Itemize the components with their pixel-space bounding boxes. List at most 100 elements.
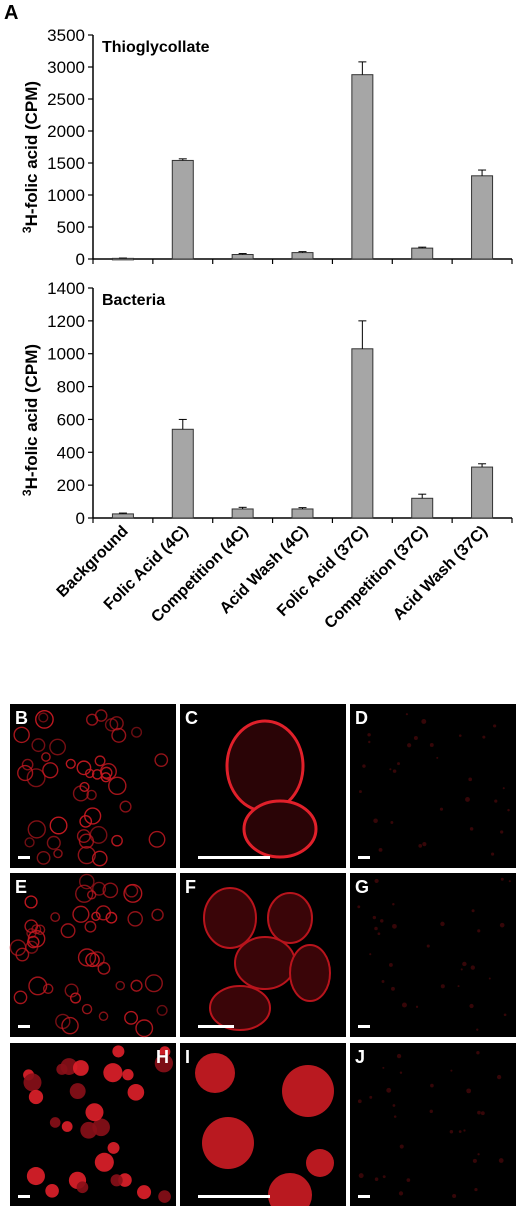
cell bbox=[89, 951, 105, 967]
cell bbox=[72, 785, 89, 802]
category-label: Competition (37C) bbox=[322, 523, 431, 632]
speck bbox=[436, 756, 439, 759]
cell bbox=[98, 1011, 109, 1022]
speck bbox=[418, 844, 423, 848]
cell bbox=[61, 1121, 73, 1132]
y-tick-label: 1400 bbox=[47, 279, 85, 298]
cell bbox=[27, 820, 46, 839]
y-tick-label: 1500 bbox=[47, 154, 85, 173]
cell bbox=[85, 1103, 104, 1122]
micrograph-background bbox=[350, 873, 516, 1037]
cell bbox=[76, 1181, 89, 1194]
speck bbox=[458, 1130, 462, 1133]
speck bbox=[374, 926, 378, 931]
y-axis-label-superscript: 3 bbox=[20, 226, 34, 233]
speck bbox=[388, 963, 393, 967]
panel-letter: C bbox=[185, 708, 198, 728]
speck bbox=[499, 922, 505, 928]
cell bbox=[282, 1065, 334, 1117]
cell bbox=[21, 758, 34, 771]
speck bbox=[389, 768, 392, 771]
cell bbox=[110, 1174, 123, 1187]
speck bbox=[401, 1002, 407, 1008]
cell bbox=[81, 1003, 93, 1015]
speck bbox=[426, 944, 430, 948]
bar bbox=[471, 175, 494, 260]
speck bbox=[373, 818, 378, 824]
cell bbox=[72, 905, 90, 923]
panel-letter: E bbox=[15, 877, 27, 897]
micrograph-panel-j: J bbox=[350, 1043, 516, 1206]
y-tick-label: 400 bbox=[57, 443, 85, 462]
micrograph-panel-h: H bbox=[10, 1043, 176, 1206]
speck bbox=[476, 1028, 479, 1031]
cell bbox=[91, 769, 103, 780]
cell bbox=[84, 807, 102, 825]
cell bbox=[111, 727, 127, 743]
cell bbox=[111, 834, 123, 847]
cell bbox=[97, 961, 111, 975]
y-axis-label-top: 3H-folic acid (CPM) bbox=[20, 81, 41, 233]
bar bbox=[411, 247, 434, 260]
bacteria-chart: 0 200 400 600 800 1000 1200 1400 Bacteria bbox=[47, 279, 513, 528]
scale-bar bbox=[198, 856, 270, 859]
cell bbox=[94, 755, 106, 767]
cell bbox=[135, 1019, 154, 1038]
cell bbox=[92, 881, 107, 896]
cell bbox=[195, 1053, 235, 1093]
cell bbox=[24, 837, 35, 848]
cell bbox=[49, 1117, 61, 1128]
micrograph-background bbox=[350, 1043, 516, 1206]
y-tick-label: 2000 bbox=[47, 122, 85, 141]
speck bbox=[374, 878, 379, 884]
cell bbox=[77, 845, 96, 865]
speck bbox=[458, 734, 462, 737]
cell bbox=[127, 1083, 145, 1101]
cell bbox=[45, 1184, 59, 1198]
cell bbox=[84, 920, 97, 933]
cell bbox=[151, 908, 164, 922]
bar bbox=[111, 513, 134, 519]
cell bbox=[144, 974, 163, 993]
micrograph-panel-e: E bbox=[9, 873, 176, 1038]
speck bbox=[439, 807, 444, 811]
speck bbox=[399, 1144, 404, 1149]
speck bbox=[480, 1111, 485, 1116]
y-tick-label: 1000 bbox=[47, 345, 85, 364]
chart-subtitle: Bacteria bbox=[102, 292, 165, 309]
cell bbox=[130, 979, 143, 992]
bar bbox=[171, 428, 194, 519]
speck bbox=[415, 1005, 419, 1008]
cell bbox=[75, 884, 94, 903]
cell bbox=[137, 1185, 152, 1200]
scale-bar bbox=[198, 1195, 270, 1198]
speck bbox=[502, 787, 505, 790]
micrograph-panel-b: B bbox=[10, 704, 176, 868]
speck bbox=[382, 1066, 385, 1069]
cell bbox=[42, 983, 54, 994]
speck bbox=[406, 1178, 411, 1182]
speck bbox=[477, 1153, 480, 1156]
speck bbox=[471, 909, 475, 913]
cell bbox=[209, 985, 271, 1031]
micrograph-panel-i: I bbox=[180, 1043, 346, 1206]
y-tick-label: 0 bbox=[76, 250, 85, 269]
bar bbox=[411, 497, 434, 519]
cell bbox=[38, 712, 49, 723]
speck bbox=[378, 847, 383, 852]
speck bbox=[508, 880, 511, 883]
speck bbox=[397, 762, 401, 766]
cell bbox=[60, 923, 76, 939]
speck bbox=[407, 743, 412, 748]
speck bbox=[468, 777, 473, 782]
speck bbox=[491, 852, 495, 856]
cell bbox=[131, 726, 143, 738]
cell bbox=[15, 947, 30, 962]
micrograph-panel-d: D bbox=[350, 704, 516, 868]
y-tick-label: 2500 bbox=[47, 90, 85, 109]
figure-label-a: A bbox=[4, 2, 18, 24]
cell bbox=[108, 776, 127, 796]
cell bbox=[35, 710, 54, 729]
cell bbox=[23, 1073, 42, 1092]
